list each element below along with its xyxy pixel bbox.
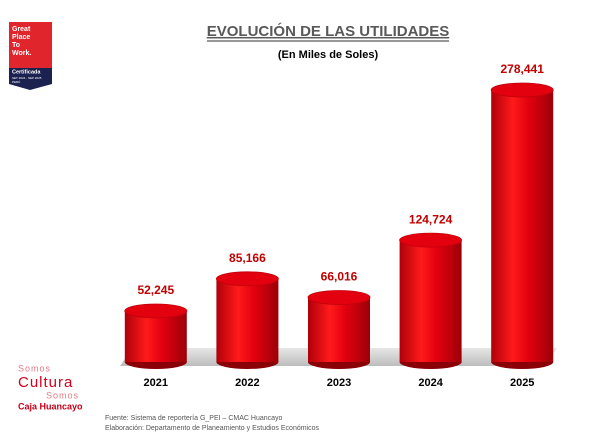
brand-text: Somos (18, 363, 51, 373)
badge-text: Place (12, 34, 30, 41)
value-label: 66,016 (321, 270, 358, 284)
badge-period: SET 2024 - SEP 2025 (12, 76, 42, 80)
value-label: 278,441 (501, 62, 545, 76)
badge-text: To (12, 42, 20, 49)
brand-name: Caja Huancayo (18, 401, 83, 411)
bar-top (307, 290, 371, 305)
value-label: 85,166 (229, 251, 266, 265)
footnote: Elaboración: Departamento de Planeamient… (105, 425, 320, 432)
badge-country: PERÚ (12, 79, 20, 84)
bar (491, 90, 554, 362)
chart-subtitle: (En Miles de Soles) (278, 49, 379, 61)
bar-top (490, 82, 554, 98)
badge-status: Certificada (12, 69, 41, 75)
bar (399, 240, 462, 362)
x-tick-label: 2024 (418, 377, 443, 389)
certification-badge: Great Place To Work. Certificada SET 202… (9, 22, 52, 90)
bar-top (124, 303, 188, 319)
brand-logo: Somos Cultura Somos Caja Huancayo (18, 363, 83, 411)
x-tick-label: 2023 (327, 377, 351, 389)
x-tick-label: 2025 (510, 377, 534, 389)
value-label: 124,724 (409, 212, 453, 226)
badge-bottom (9, 68, 52, 90)
badge-top (9, 22, 52, 68)
value-label: 52,245 (137, 283, 174, 297)
brand-text: Cultura (18, 374, 73, 391)
bar (124, 310, 187, 362)
brand-text: Somos (46, 390, 79, 400)
bar-top (215, 271, 279, 287)
x-tick-label: 2021 (144, 377, 168, 389)
badge-text: Work. (12, 50, 31, 57)
bar-top (399, 232, 463, 248)
footnote: Fuente: Sistema de reportería G_PEI – CM… (105, 415, 283, 422)
bar (308, 297, 370, 362)
bar (216, 278, 279, 362)
badge-text: Great (12, 26, 31, 33)
x-tick-label: 2022 (235, 377, 259, 389)
chart-title: EVOLUCIÓN DE LAS UTILIDADES (207, 22, 450, 40)
